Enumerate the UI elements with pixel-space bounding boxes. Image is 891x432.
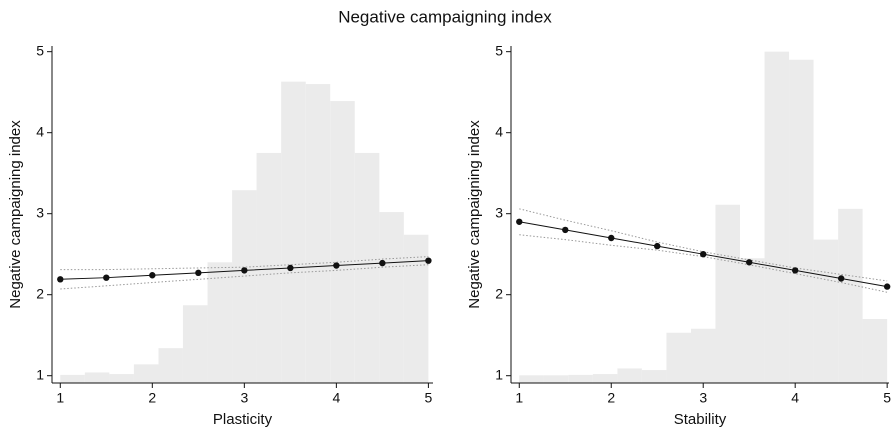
data-point bbox=[149, 272, 156, 279]
y-tick-label: 5 bbox=[36, 42, 44, 58]
histogram-bar bbox=[617, 368, 642, 383]
data-point bbox=[379, 259, 386, 267]
histogram-bar bbox=[862, 319, 888, 383]
confidence-bound bbox=[519, 208, 888, 282]
histogram-bar bbox=[519, 375, 544, 383]
x-axis-label: Stability bbox=[674, 411, 727, 428]
data-point bbox=[241, 267, 248, 274]
histogram-bar bbox=[789, 59, 814, 383]
histogram-bar bbox=[232, 190, 257, 383]
y-tick-label: 4 bbox=[495, 123, 503, 139]
data-point bbox=[791, 267, 799, 274]
histogram-bar bbox=[330, 101, 355, 383]
histogram-bar bbox=[182, 305, 208, 383]
y-tick-label: 1 bbox=[36, 366, 44, 382]
histogram-bar bbox=[715, 204, 741, 383]
x-tick-label: 2 bbox=[607, 390, 615, 406]
data-point bbox=[425, 257, 432, 264]
data-point bbox=[287, 264, 294, 272]
x-tick-label: 2 bbox=[148, 390, 156, 406]
histogram-bar bbox=[109, 374, 134, 383]
x-tick-label: 3 bbox=[699, 390, 707, 406]
y-tick-label: 5 bbox=[495, 42, 503, 58]
histogram-bar bbox=[84, 372, 110, 383]
histogram-bar bbox=[641, 370, 667, 383]
histogram-bar bbox=[305, 84, 331, 383]
x-tick-label: 4 bbox=[332, 390, 340, 406]
data-point bbox=[333, 262, 340, 269]
y-tick-label: 4 bbox=[36, 123, 44, 139]
histogram-bar bbox=[666, 332, 691, 383]
histogram-bar bbox=[592, 374, 618, 383]
data-point bbox=[562, 226, 569, 234]
histogram-bar bbox=[133, 364, 159, 383]
histogram-bar bbox=[568, 374, 593, 383]
data-point bbox=[516, 218, 523, 225]
x-tick-label: 5 bbox=[425, 390, 433, 406]
y-tick-label: 2 bbox=[36, 285, 44, 301]
histogram-bar bbox=[256, 152, 282, 383]
histogram-bar bbox=[813, 239, 839, 383]
data-point bbox=[195, 269, 202, 277]
figure-title: Negative campaigning index bbox=[338, 7, 552, 26]
histogram-bar bbox=[764, 51, 790, 383]
y-axis-label: Negative campaigning index bbox=[466, 120, 483, 309]
y-tick-label: 3 bbox=[495, 204, 503, 220]
histogram-bar bbox=[740, 258, 765, 383]
y-axis-label: Negative campaigning index bbox=[7, 120, 24, 309]
x-tick-label: 3 bbox=[240, 390, 248, 406]
y-tick-label: 3 bbox=[36, 204, 44, 220]
data-point bbox=[654, 242, 661, 250]
histogram-bar bbox=[158, 348, 183, 383]
histogram-bar bbox=[838, 208, 863, 383]
histogram-bar bbox=[403, 234, 429, 383]
data-point bbox=[883, 283, 891, 290]
x-tick-label: 1 bbox=[56, 390, 64, 406]
data-point bbox=[608, 234, 615, 242]
y-tick-label: 1 bbox=[495, 366, 503, 382]
y-tick-label: 2 bbox=[495, 285, 503, 301]
x-axis-label: Plasticity bbox=[213, 411, 273, 428]
data-point bbox=[837, 275, 845, 282]
x-tick-label: 1 bbox=[515, 390, 523, 406]
histogram-bar bbox=[281, 81, 306, 384]
histogram-bar bbox=[379, 212, 404, 383]
x-tick-label: 5 bbox=[883, 390, 891, 406]
histogram-bar bbox=[207, 262, 233, 383]
data-point bbox=[103, 274, 110, 281]
histogram-bar bbox=[690, 328, 716, 383]
x-tick-label: 4 bbox=[791, 390, 799, 406]
data-point bbox=[57, 276, 64, 283]
data-point bbox=[700, 250, 707, 258]
data-point bbox=[746, 259, 753, 266]
histogram-bar bbox=[60, 374, 85, 383]
histogram-bar bbox=[543, 375, 569, 383]
